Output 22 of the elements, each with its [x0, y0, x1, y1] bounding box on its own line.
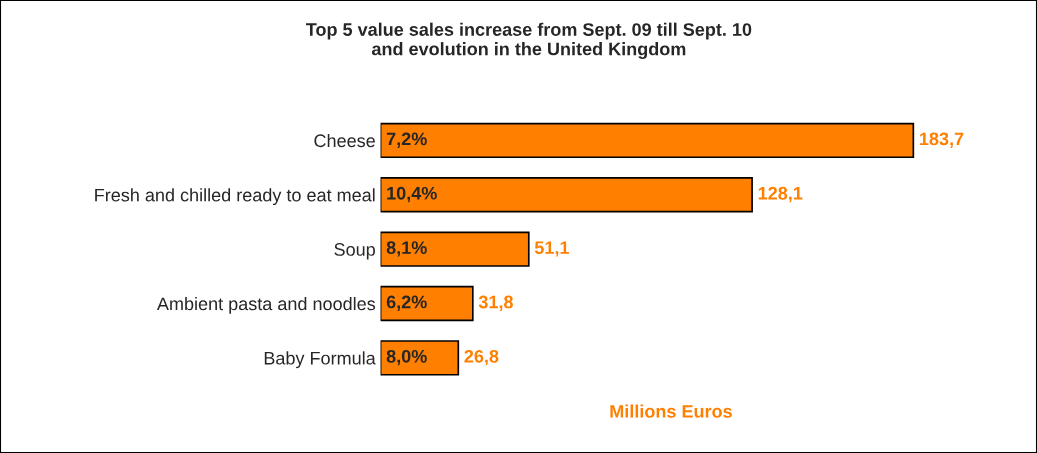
annotation: 7,2% [386, 132, 427, 148]
bar [380, 231, 530, 267]
x-axis-title: Millions Euros [610, 404, 732, 418]
data-label: 31,8 [478, 295, 513, 311]
y-tick-label: Ambient pasta and noodles [156, 296, 376, 314]
annotation: 8,0% [386, 349, 427, 366]
annotation: 8,1% [386, 241, 427, 257]
bar [380, 122, 915, 159]
y-tick-label: Cheese [314, 133, 375, 148]
data-label: 26,8 [464, 349, 499, 366]
bar [380, 285, 474, 322]
y-tick-label: Soup [334, 243, 375, 260]
annotation: 6,2% [386, 295, 427, 311]
y-tick-label: Fresh and chilled ready to eat meal [95, 188, 375, 206]
bar [380, 340, 460, 376]
data-label: 51,1 [534, 241, 569, 257]
y-tick-label: Baby Formula [264, 351, 376, 369]
data-label: 128,1 [758, 186, 803, 203]
chart-title: Top 5 value sales increase from Sept. 09 till Sept. 10 and evolution in the United Kingdom [305, 22, 752, 60]
bar [380, 177, 753, 213]
annotation: 10,4% [387, 186, 437, 203]
data-label: 183,7 [920, 132, 964, 148]
